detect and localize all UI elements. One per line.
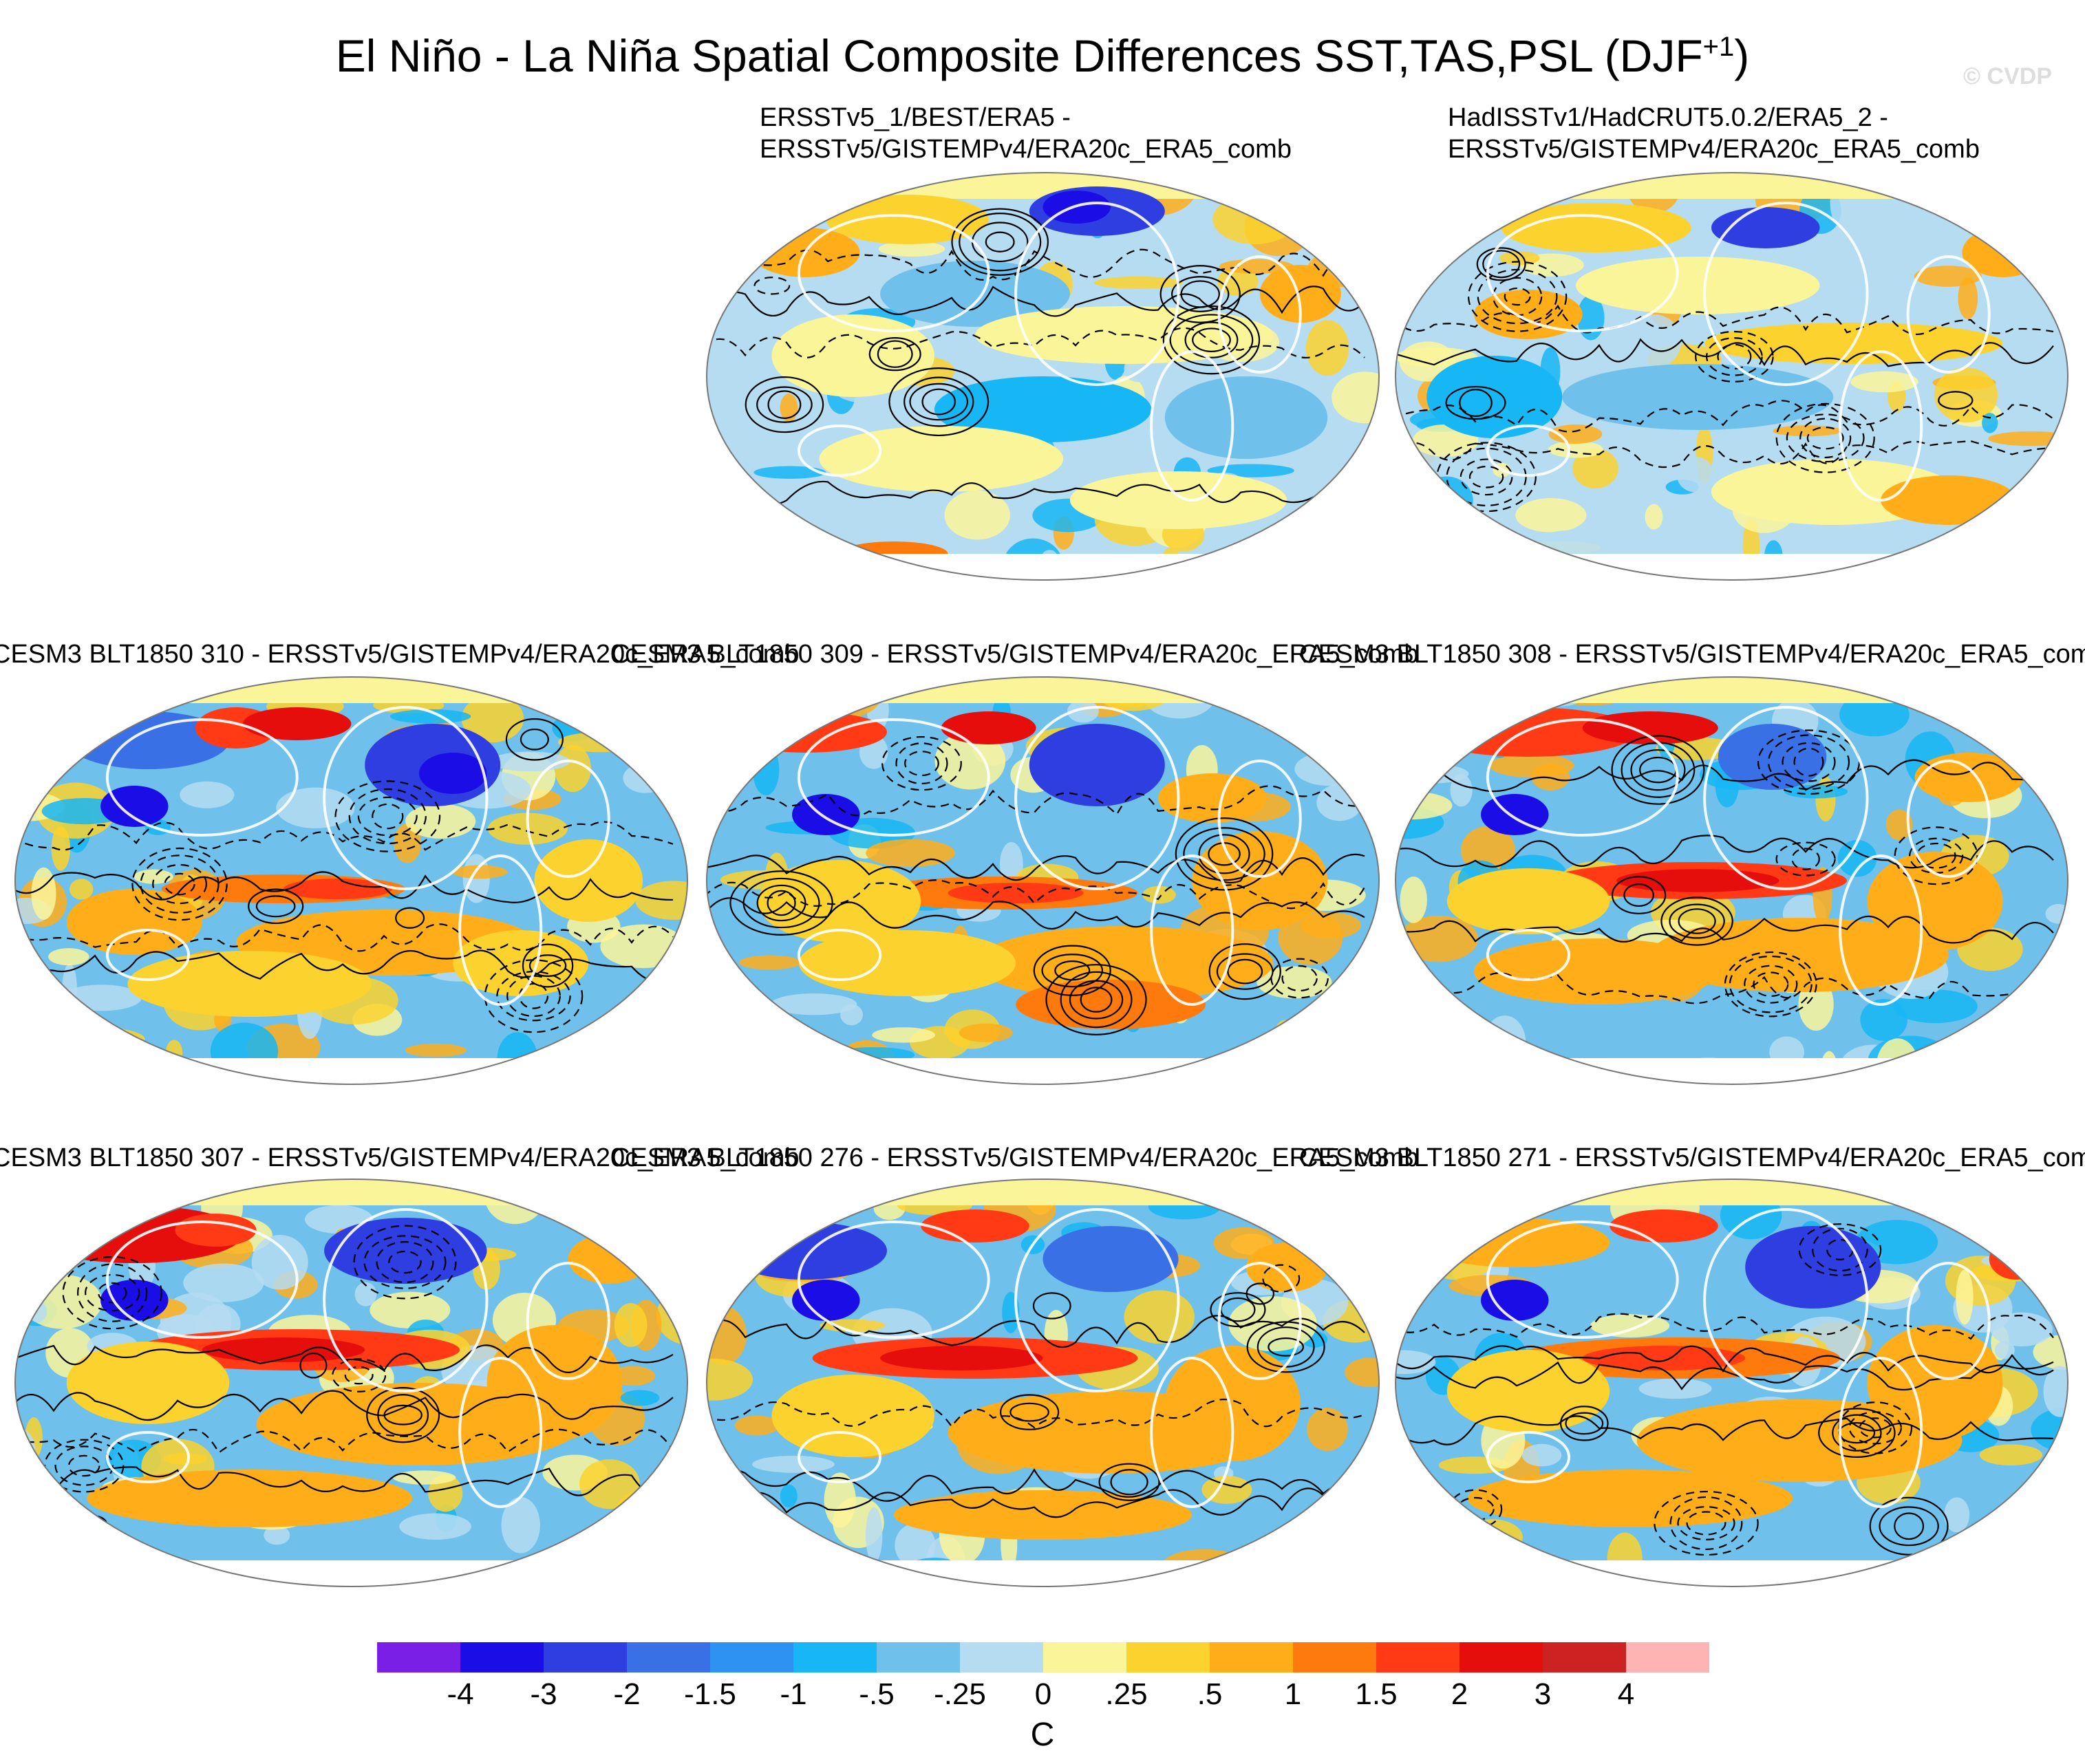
panel-title-3: CESM3 BLT1850 310 - ERSSTv5/GISTEMPv4/ER… [0,640,800,669]
colorbar-box-9 [1043,1642,1126,1672]
map-panel-8 [1393,1176,2071,1589]
map-panel-6 [12,1176,690,1589]
figure-title: El Niño - La Niña Spatial Composite Diff… [335,30,1750,81]
colorbar-box-6 [793,1642,877,1672]
colorbar-tick-label: 2 [1451,1677,1468,1711]
panel-title-1: ERSSTv5_1/BEST/ERA5 - ERSSTv5/GISTEMPv4/… [760,103,1292,164]
colorbar-tick-label: .25 [1105,1677,1148,1711]
colorbar-box-8 [960,1642,1043,1672]
panel-title-8: CESM3 BLT1850 271 - ERSSTv5/GISTEMPv4/ER… [1299,1143,2085,1172]
panel-title-6: CESM3 BLT1850 307 - ERSSTv5/GISTEMPv4/ER… [0,1143,800,1172]
colorbar-box-4 [627,1642,710,1672]
map-panel-5 [1393,674,2071,1087]
panel-title-7: CESM3 BLT1850 276 - ERSSTv5/GISTEMPv4/ER… [611,1143,1419,1172]
colorbar-box-10 [1126,1642,1210,1672]
colorbar-tick-label: -2 [613,1677,641,1711]
cvdp-credit: © CVDP [1963,63,2052,89]
colorbar-box-14 [1459,1642,1543,1672]
colorbar-tick-label: 4 [1617,1677,1635,1711]
colorbar-tick-label: 1.5 [1355,1677,1398,1711]
colorbar-tick-label: 1 [1284,1677,1302,1711]
colorbar-tick-label: -.5 [859,1677,895,1711]
colorbar-tick-label: -.25 [934,1677,986,1711]
colorbar-box-16 [1626,1642,1709,1672]
panel-title-4: CESM3 BLT1850 309 - ERSSTv5/GISTEMPv4/ER… [611,640,1419,669]
colorbar [377,1642,1709,1672]
map-panel-2 [1393,170,2071,583]
colorbar-box-12 [1293,1642,1376,1672]
map-panel-7 [704,1176,1382,1589]
colorbar-box-1 [377,1642,460,1672]
colorbar-box-2 [460,1642,544,1672]
colorbar-box-15 [1543,1642,1626,1672]
colorbar-tick-label: .5 [1197,1677,1223,1711]
colorbar-box-13 [1376,1642,1459,1672]
panel-title-2: HadISSTv1/HadCRUT5.0.2/ERA5_2 - ERSSTv5/… [1448,103,1980,164]
colorbar-tick-label: -1.5 [684,1677,736,1711]
map-panel-1 [704,170,1382,583]
map-panel-4 [704,674,1382,1087]
colorbar-box-5 [710,1642,793,1672]
colorbar-tick-label: -1 [780,1677,807,1711]
colorbar-tick-label: -3 [530,1677,557,1711]
colorbar-box-3 [544,1642,627,1672]
map-panel-3 [12,674,690,1087]
colorbar-tick-label: -4 [447,1677,474,1711]
colorbar-box-7 [877,1642,960,1672]
colorbar-tick-label: 0 [1034,1677,1052,1711]
colorbar-box-11 [1210,1642,1293,1672]
colorbar-tick-label: 3 [1534,1677,1552,1711]
panel-title-5: CESM3 BLT1850 308 - ERSSTv5/GISTEMPv4/ER… [1299,640,2085,669]
colorbar-unit: C [1030,1717,1055,1753]
